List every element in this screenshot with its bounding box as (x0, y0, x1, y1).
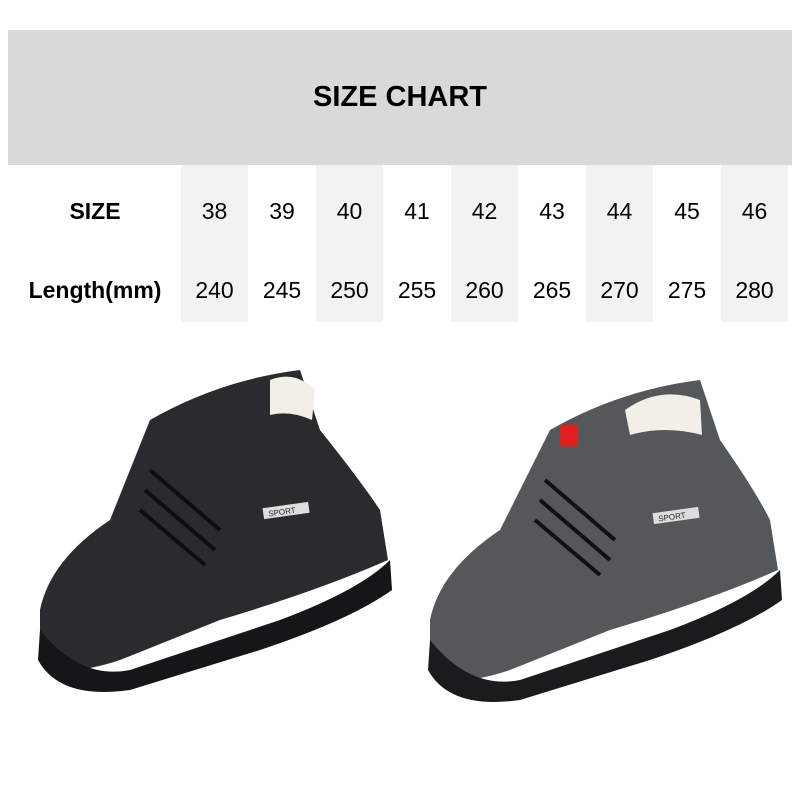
size-cell: 40 (336, 198, 363, 224)
column-shade (586, 165, 653, 322)
size-row-label: SIZE (69, 198, 121, 224)
size-cell: 46 (741, 198, 768, 224)
sport-badge: SPORT (268, 506, 297, 519)
brand-logo (560, 425, 578, 447)
size-cell: 42 (471, 198, 498, 224)
column-shade (181, 165, 248, 322)
size-cell: 45 (674, 198, 700, 224)
size-cell: 43 (539, 198, 565, 224)
size-cell: 41 (404, 198, 430, 224)
length-cell: 270 (600, 277, 639, 303)
length-cell: 245 (262, 277, 302, 303)
size-cell: 39 (269, 198, 295, 224)
column-shade (316, 165, 383, 322)
gray-shoe-image: SPORT (428, 380, 782, 702)
column-shade (721, 165, 788, 322)
length-cell: 275 (667, 277, 707, 303)
length-cell: 265 (532, 277, 572, 303)
sport-badge: SPORT (658, 511, 687, 524)
length-cell: 240 (195, 277, 234, 303)
length-cell: 280 (735, 277, 774, 303)
column-shade (451, 165, 518, 322)
size-cell: 38 (201, 198, 228, 224)
length-cell: 255 (397, 277, 437, 303)
black-shoe-image: SPORT (38, 370, 392, 692)
length-cell: 250 (330, 277, 369, 303)
page-title: SIZE CHART (313, 81, 487, 113)
length-row-label: Length(mm) (28, 277, 162, 303)
title-banner: SIZE CHART (8, 30, 792, 165)
size-cell: 44 (606, 198, 633, 224)
length-cell: 260 (465, 277, 504, 303)
